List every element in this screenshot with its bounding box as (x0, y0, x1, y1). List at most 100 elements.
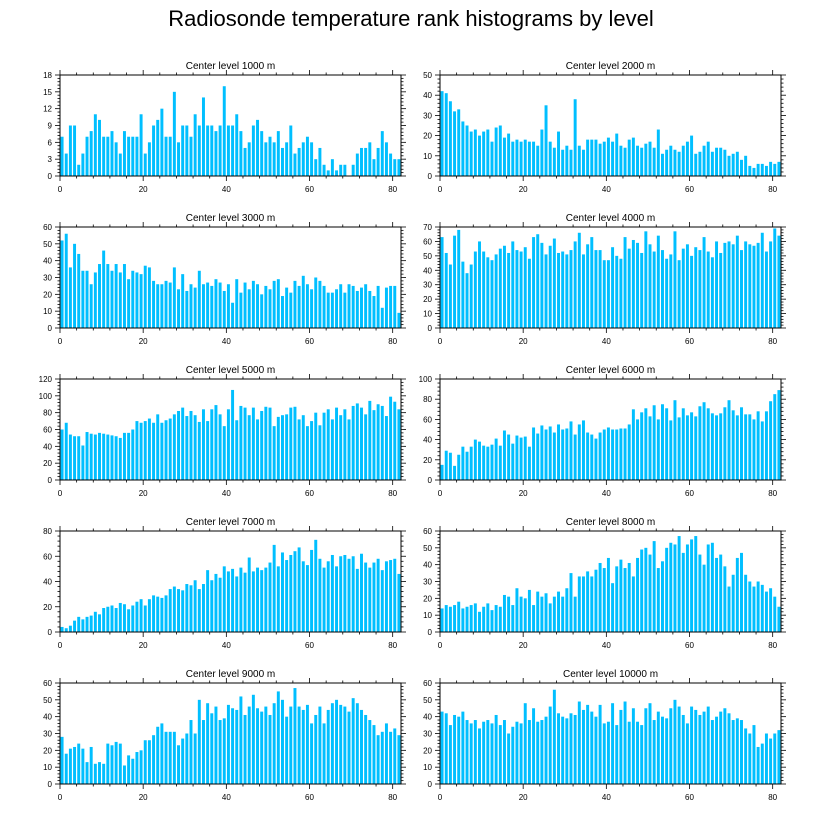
bar (544, 254, 548, 328)
bar (669, 542, 673, 632)
bar (444, 93, 448, 176)
bar (619, 258, 623, 328)
bar (301, 142, 305, 176)
bar (548, 141, 552, 176)
bar (139, 114, 143, 176)
bar (453, 714, 457, 784)
bar (665, 547, 669, 632)
bar (297, 285, 301, 328)
bar (60, 736, 64, 784)
bar (322, 164, 326, 176)
y-tick-label: 18 (43, 71, 52, 80)
bar (131, 605, 135, 632)
bar (127, 609, 131, 632)
bar (465, 451, 469, 480)
bar (523, 139, 527, 176)
bar (636, 242, 640, 328)
bar (380, 307, 384, 328)
y-tick-label: 10 (43, 763, 52, 772)
chart-panel-10: Center level 10000 m 0 10 20 30 40 50 60 0 20 40 60… (423, 669, 786, 802)
bar (110, 745, 114, 784)
bar (760, 584, 764, 632)
x-tick-label: 20 (139, 185, 148, 194)
y-tick-label: 10 (423, 763, 432, 772)
bar (507, 133, 511, 176)
bar (615, 725, 619, 784)
bar (222, 426, 226, 480)
x-tick-label: 20 (139, 337, 148, 346)
bar (251, 280, 255, 328)
x-tick-label: 80 (768, 337, 777, 346)
chart-panel-5: Center level 5000 m 0 20 40 60 80 100 120 0 20 40 6… (39, 365, 406, 498)
bar (457, 601, 461, 632)
bar (89, 433, 93, 480)
bar (494, 605, 498, 632)
bar (260, 410, 264, 480)
bar (673, 699, 677, 784)
bar (81, 619, 85, 632)
bar (690, 135, 694, 176)
bar (665, 718, 669, 784)
bar (586, 704, 590, 784)
panel-title: Center level 9000 m (186, 669, 276, 680)
bar (139, 422, 143, 480)
bar (515, 588, 519, 632)
bar (594, 716, 598, 784)
x-tick-label: 0 (438, 793, 443, 802)
bar (147, 599, 151, 632)
bar (289, 292, 293, 328)
bar (256, 419, 260, 480)
bar (110, 435, 114, 480)
bar (611, 247, 615, 328)
bar (376, 404, 380, 480)
bar (523, 436, 527, 480)
bar (310, 549, 314, 632)
bar (114, 741, 118, 784)
bar (511, 141, 515, 176)
bar (343, 409, 347, 480)
bar (698, 554, 702, 632)
bar (631, 239, 635, 328)
bar (557, 424, 560, 480)
bar (114, 608, 118, 632)
bar (540, 242, 544, 328)
y-tick-label: 40 (423, 91, 432, 100)
panel-title: Center level 10000 m (563, 669, 658, 680)
bar (577, 232, 581, 328)
bar (106, 606, 110, 632)
bar (652, 147, 656, 176)
bar (565, 428, 569, 480)
y-tick-label: 40 (423, 436, 432, 445)
bar (360, 407, 363, 480)
bar (160, 422, 164, 480)
x-tick-label: 60 (305, 185, 314, 194)
bar (473, 603, 477, 632)
bar (193, 287, 197, 328)
bar (77, 253, 81, 328)
bar (457, 716, 461, 784)
bar (702, 402, 706, 480)
bar (590, 711, 594, 784)
bar (260, 711, 264, 784)
bar (519, 437, 523, 480)
bar (380, 405, 384, 480)
bar (343, 292, 347, 328)
y-tick-label: 0 (428, 476, 433, 485)
bar (297, 419, 301, 480)
chart-panel-8: Center level 8000 m 0 10 20 30 40 50 60 0 20 40 60 8… (423, 517, 786, 650)
bar (602, 723, 606, 784)
bar (598, 143, 602, 176)
bar (507, 434, 511, 480)
bar (715, 415, 719, 480)
bar (602, 260, 606, 328)
bar (540, 720, 544, 784)
y-tick-label: 80 (43, 527, 52, 536)
bar (181, 125, 185, 176)
bar (482, 131, 486, 176)
bar (218, 125, 222, 176)
bar (256, 708, 260, 784)
bar (60, 136, 64, 176)
bar (360, 553, 363, 632)
bar (615, 255, 619, 328)
bar (652, 541, 656, 632)
